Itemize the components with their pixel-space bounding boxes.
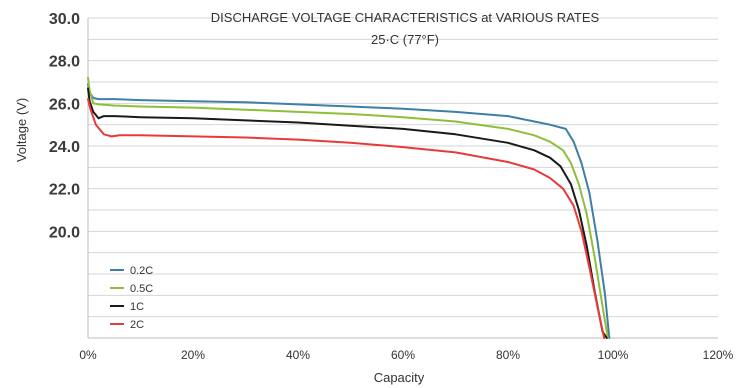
- y-axis-label: Voltage (V): [14, 98, 29, 162]
- y-tick-label: 28.0: [49, 54, 80, 71]
- x-tick-label: 60%: [391, 348, 415, 362]
- x-tick-label: 100%: [598, 348, 629, 362]
- x-tick-label: 40%: [286, 348, 310, 362]
- series-line-0-2c: [87, 83, 611, 339]
- series-line-0-5c: [87, 76, 609, 339]
- series-lines: [87, 76, 611, 339]
- grid-lines: [88, 17, 718, 318]
- x-tick-label: 20%: [181, 348, 205, 362]
- tick-labels: 30.0 28.0 26.0 24.0 22.0 20.0 0% 20% 40% 60% 80% 10…: [49, 11, 734, 362]
- axes: [87, 18, 718, 339]
- chart-title: DISCHARGE VOLTAGE CHARACTERISTICS at VAR…: [211, 10, 600, 25]
- series-line-2c: [87, 98, 606, 339]
- x-tick-label: 0%: [79, 348, 97, 362]
- legend-label: 2C: [130, 319, 144, 331]
- y-tick-label: 22.0: [49, 182, 80, 199]
- x-axis-label: Capacity: [374, 370, 425, 385]
- legend-label: 1C: [130, 301, 144, 313]
- x-tick-label: 120%: [703, 348, 734, 362]
- y-tick-label: 30.0: [49, 11, 80, 28]
- y-tick-label: 24.0: [49, 139, 80, 156]
- y-tick-label: 20.0: [49, 224, 80, 241]
- x-tick-label: 80%: [496, 348, 520, 362]
- legend: 0.2C 0.5C 1C 2C: [110, 265, 153, 331]
- y-tick-label: 26.0: [49, 96, 80, 113]
- legend-label: 0.2C: [130, 265, 153, 277]
- chart-subtitle: 25·C (77°F): [371, 32, 439, 47]
- legend-label: 0.5C: [130, 283, 153, 295]
- series-line-1c: [87, 87, 608, 339]
